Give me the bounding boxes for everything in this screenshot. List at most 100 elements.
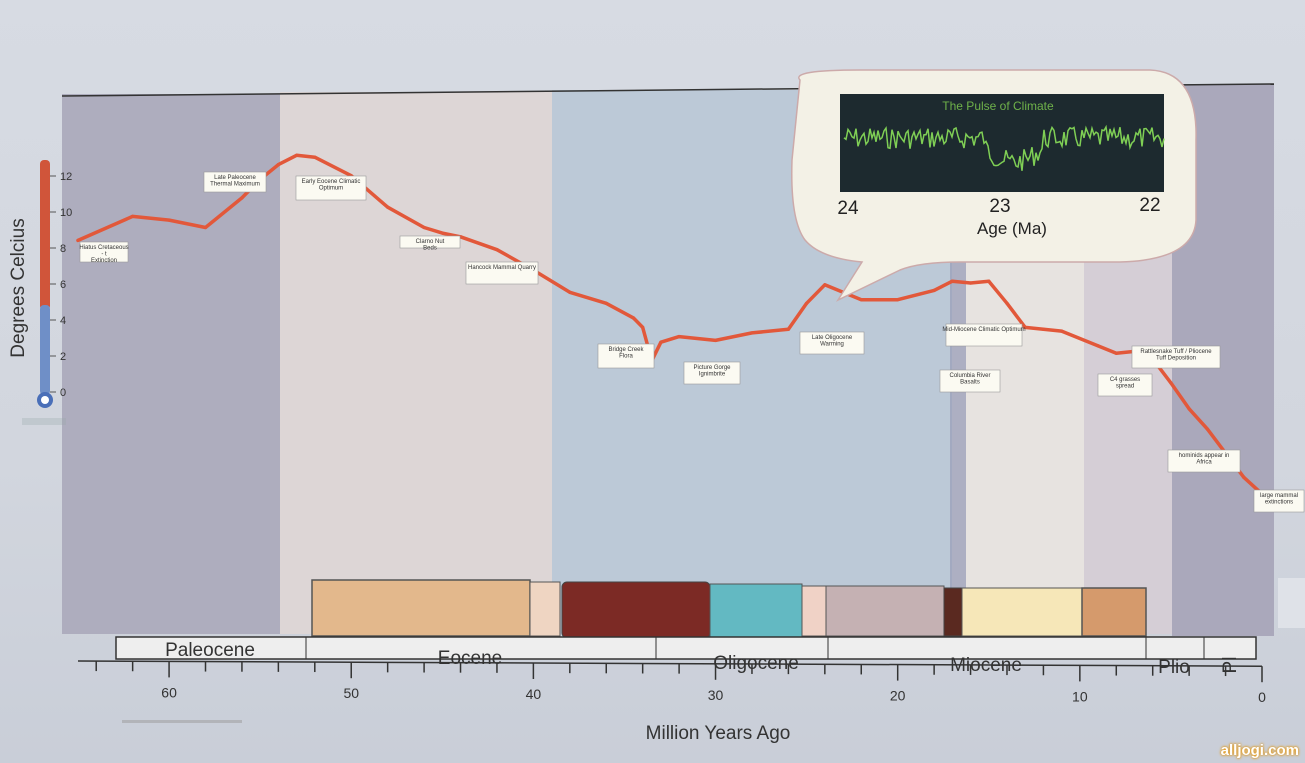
curve-point xyxy=(987,279,991,283)
curve-point xyxy=(203,225,208,230)
formation-blocks xyxy=(311,579,1147,639)
thermometer-tick-label: 6 xyxy=(60,279,66,291)
svg-text:Hancock Mammal Quarry: Hancock Mammal Quarry xyxy=(468,265,536,271)
thermometer-tick-label: 12 xyxy=(60,171,72,183)
svg-text:Optimum: Optimum xyxy=(319,186,343,192)
curve-point xyxy=(604,301,608,305)
epoch-plio: Plio xyxy=(1158,657,1190,678)
inset-callout: The Pulse of Climate 24 23 22 Age (Ma) xyxy=(791,69,1197,302)
svg-text:Warming: Warming xyxy=(820,342,844,348)
x-tick-label: 10 xyxy=(1072,688,1088,704)
x-tick-label: 0 xyxy=(1258,689,1266,705)
curve-point xyxy=(276,163,280,167)
x-tick-label: 50 xyxy=(343,685,359,701)
curve-point xyxy=(1242,475,1246,479)
svg-text:Beds: Beds xyxy=(423,246,437,252)
band-paleocene xyxy=(62,94,308,634)
thermometer-tick-label: 8 xyxy=(60,243,66,255)
curve-point xyxy=(1187,407,1191,411)
thermometer-tick-label: 0 xyxy=(60,387,66,399)
curve-point xyxy=(713,338,718,342)
curve-point xyxy=(568,290,572,294)
svg-text:Basalts: Basalts xyxy=(960,380,980,386)
svg-text:- t: - t xyxy=(101,252,107,258)
inset-panel xyxy=(840,94,1164,192)
curve-point xyxy=(641,325,645,329)
epoch-bar xyxy=(115,636,1257,660)
svg-text:large mammal: large mammal xyxy=(1260,493,1298,499)
x-axis-line xyxy=(77,660,1263,667)
inset-climate-line xyxy=(843,124,1165,171)
curve-point xyxy=(823,283,827,287)
svg-text:Bridge Creek: Bridge Creek xyxy=(608,347,644,353)
curve-point xyxy=(1005,301,1009,305)
curve-point xyxy=(896,298,900,302)
svg-text:hominids appear in: hominids appear in xyxy=(1179,453,1230,459)
thermometer-ticks: 12 10 8 6 4 2 0 xyxy=(50,171,72,399)
curve-point xyxy=(1096,344,1100,348)
epoch-paleocene: Paleocene xyxy=(165,640,255,661)
thermometer xyxy=(22,160,66,425)
curve-point xyxy=(968,281,973,285)
curve-point xyxy=(859,298,863,302)
svg-text:Mid-Miocene Climatic Optimum: Mid-Miocene Climatic Optimum xyxy=(942,327,1025,333)
svg-text:Tuff Deposition: Tuff Deposition xyxy=(1156,356,1196,362)
x-tick-label: 60 xyxy=(161,684,177,700)
side-panel-text xyxy=(1278,578,1305,628)
inset-tick-24: 24 xyxy=(837,198,859,219)
svg-text:Africa: Africa xyxy=(1196,460,1212,466)
annotation-label: Hancock Mammal Quarry xyxy=(465,261,539,285)
svg-text:spread: spread xyxy=(1116,384,1134,390)
curve-point xyxy=(495,248,499,252)
svg-text:Clarno Nut: Clarno Nut xyxy=(416,239,445,245)
curve-point xyxy=(631,316,636,320)
epoch-pleistocene: Pl xyxy=(1220,657,1241,674)
inset-tick-22: 22 xyxy=(1139,195,1160,216)
annotation-label: Mid-Miocene Climatic Optimum xyxy=(942,323,1026,347)
x-tick-label: 40 xyxy=(526,686,542,702)
curve-point xyxy=(313,155,317,159)
svg-text:Early Eocene Climatic: Early Eocene Climatic xyxy=(302,179,361,185)
epoch-dividers xyxy=(305,637,1205,659)
thermometer-tick-label: 10 xyxy=(60,207,72,219)
temperature-curve xyxy=(76,153,1264,496)
curve-point xyxy=(950,279,954,283)
curve-point xyxy=(1205,427,1209,431)
svg-text:Extinction: Extinction xyxy=(91,258,117,264)
svg-text:Late Oligocene: Late Oligocene xyxy=(812,335,853,341)
x-axis-title: Million Years Ago xyxy=(646,723,791,744)
curve-point xyxy=(422,225,426,230)
svg-text:Late Paleocene: Late Paleocene xyxy=(214,175,256,181)
svg-text:Picture Gorge: Picture Gorge xyxy=(693,365,731,371)
curve-point xyxy=(1114,351,1118,355)
curve-point xyxy=(659,340,663,344)
band-eocene xyxy=(280,92,552,634)
curve-point xyxy=(131,214,135,218)
curve-point xyxy=(1060,329,1064,333)
curve-point xyxy=(805,301,809,305)
credit-watermark: alljogi.com xyxy=(1220,742,1299,759)
svg-text:Ignimbrite: Ignimbrite xyxy=(699,372,726,378)
curve-point xyxy=(750,331,754,335)
curve-point xyxy=(76,238,80,243)
curve-point xyxy=(1041,327,1046,331)
svg-text:Columbia River: Columbia River xyxy=(949,373,990,379)
curve-point xyxy=(240,196,244,200)
curve-point xyxy=(294,153,299,157)
thermometer-tick-label: 4 xyxy=(60,315,66,327)
x-tick-label: 20 xyxy=(890,688,906,704)
svg-text:Thermal Maximum: Thermal Maximum xyxy=(210,182,260,188)
curve-point xyxy=(677,335,681,339)
